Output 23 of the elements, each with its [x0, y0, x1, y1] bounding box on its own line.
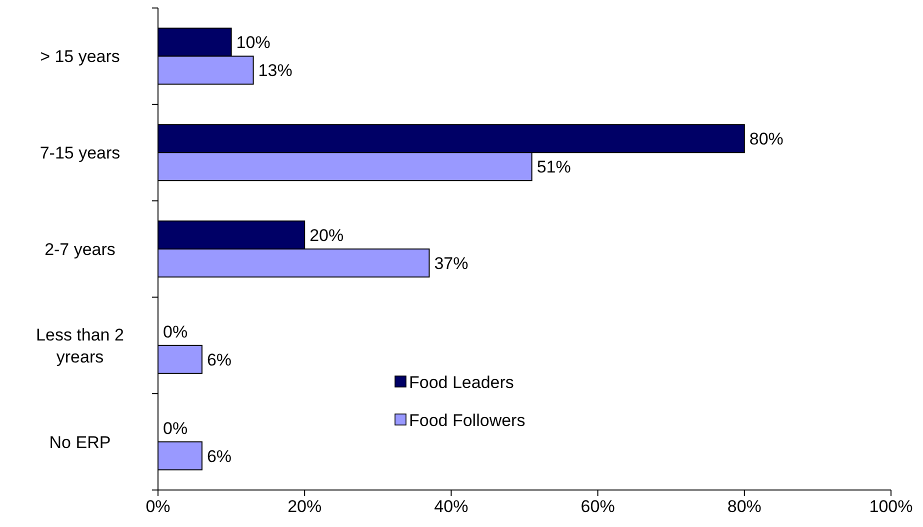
data-label: 20%	[310, 226, 344, 245]
y-tick-label: No ERP	[49, 432, 111, 452]
y-tick-label: Less than 2 yrears	[36, 325, 124, 366]
data-label: 6%	[206, 446, 232, 466]
x-tick-label: 0%	[146, 497, 170, 516]
x-tick-label: 40%	[434, 497, 468, 516]
data-label: 6%	[206, 350, 232, 370]
x-tick-label: 20%	[288, 497, 322, 516]
y-tick-label: 2-7 years	[44, 240, 116, 259]
data-label: 10%	[236, 33, 270, 52]
x-tick-label: 80%	[727, 497, 762, 516]
y-tick-label: > 15 years	[40, 47, 120, 66]
x-tick-label: 100%	[869, 497, 913, 516]
data-label: 0%	[163, 418, 188, 438]
data-label: 51%	[536, 158, 571, 177]
data-label: 37%	[434, 254, 468, 273]
data-label: 13%	[258, 61, 292, 80]
legend-label: Food Followers	[409, 410, 526, 430]
x-tick-label: 60%	[580, 497, 615, 516]
y-tick-label: 7-15 years	[40, 144, 120, 163]
data-label: 0%	[163, 322, 188, 342]
legend-label: Food Leaders	[409, 372, 514, 392]
data-label: 80%	[749, 130, 784, 149]
